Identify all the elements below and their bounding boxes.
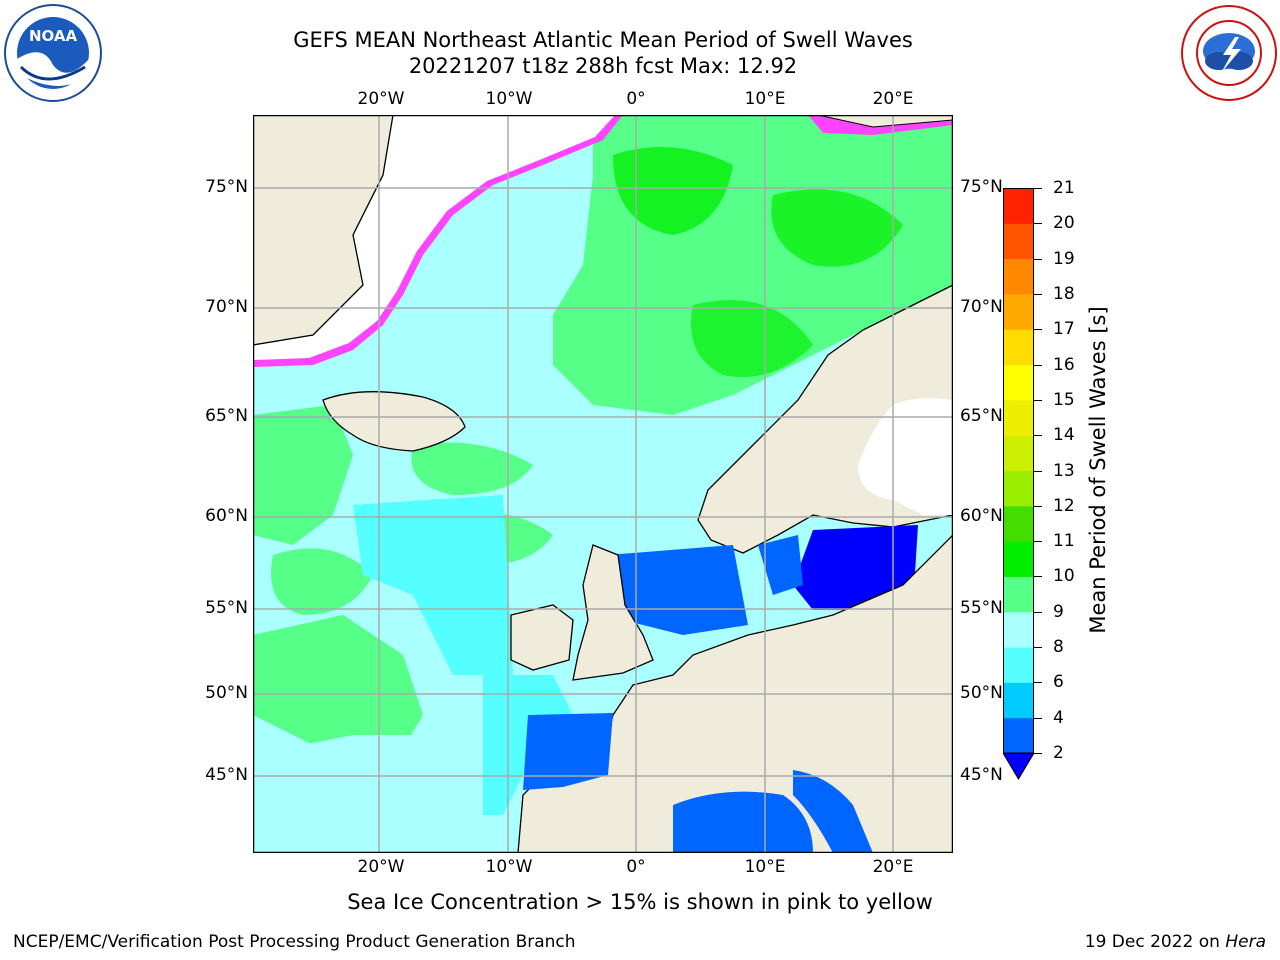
colorbar-tick-label: 18 (1053, 283, 1075, 304)
colorbar-segment (1003, 188, 1034, 224)
colorbar-tick-label: 11 (1053, 531, 1075, 552)
national-weather-service-logo (1179, 3, 1279, 107)
colorbar-segment (1003, 505, 1034, 542)
lat-label: 65°N (960, 406, 1003, 426)
colorbar-segment (1003, 611, 1034, 648)
lon-label: 10°W (485, 89, 533, 109)
colorbar-tick-label: 10 (1053, 566, 1075, 587)
colorbar-tick-label: 14 (1053, 425, 1075, 446)
swell-period-map (253, 115, 953, 853)
colorbar-tick-mark (1034, 293, 1042, 295)
lat-label: 70°N (960, 297, 1003, 317)
lon-label: 20°W (357, 89, 405, 109)
lat-label: 45°N (960, 765, 1003, 785)
colorbar-frame (1003, 188, 1034, 754)
colorbar-segment (1003, 470, 1034, 507)
lat-label: 55°N (960, 598, 1003, 618)
colorbar-tick-mark (1034, 470, 1042, 472)
lat-label: 45°N (205, 765, 248, 785)
lon-label: 10°W (485, 857, 533, 877)
colorbar-segment (1003, 541, 1034, 577)
colorbar-tick-mark (1034, 753, 1042, 754)
noaa-logo: NOAA (3, 3, 103, 107)
colorbar-tick-label: 20 (1053, 213, 1075, 234)
lat-label: 50°N (205, 683, 248, 703)
lat-label: 65°N (205, 406, 248, 426)
colorbar-segment (1003, 293, 1034, 330)
colorbar-tick-mark (1034, 435, 1042, 437)
colorbar-segment (1003, 647, 1034, 683)
colorbar-tick-label: 6 (1053, 672, 1064, 693)
lat-label: 75°N (205, 177, 248, 197)
colorbar-tick-mark (1034, 611, 1042, 613)
lon-label: 20°E (872, 89, 914, 109)
colorbar-tick-mark (1034, 329, 1042, 331)
colorbar-tick-mark (1034, 682, 1042, 684)
host-name: Hera (1225, 932, 1266, 952)
colorbar-tick-label: 13 (1053, 460, 1075, 481)
colorbar-tick-mark (1034, 399, 1042, 401)
sea-ice-note: Sea Ice Concentration > 15% is shown in … (347, 890, 933, 914)
lat-label: 75°N (960, 177, 1003, 197)
colorbar-tick-label: 19 (1053, 248, 1075, 269)
lat-label: 50°N (960, 683, 1003, 703)
colorbar-segment (1003, 329, 1034, 366)
colorbar-tick-mark (1034, 717, 1042, 719)
colorbar-segment (1003, 682, 1034, 719)
colorbar-tick-label: 4 (1053, 707, 1064, 728)
colorbar-segment (1003, 717, 1034, 754)
lat-label: 60°N (960, 506, 1003, 526)
lon-label: 10°E (744, 857, 786, 877)
producer-credit: NCEP/EMC/Verification Post Processing Pr… (13, 932, 576, 952)
lon-label: 0° (626, 89, 646, 109)
colorbar-tick-mark (1034, 647, 1042, 649)
colorbar-tick-label: 16 (1053, 354, 1075, 375)
colorbar-tick-label: 2 (1053, 743, 1064, 763)
map-title: GEFS MEAN Northeast Atlantic Mean Period… (293, 28, 913, 52)
colorbar-tick-label: 15 (1053, 389, 1075, 410)
svg-text:NOAA: NOAA (29, 27, 78, 45)
colorbar-tick-mark (1034, 223, 1042, 225)
colorbar-segment (1003, 435, 1034, 471)
colorbar-segment (1003, 364, 1034, 401)
colorbar-segment (1003, 258, 1034, 295)
lat-label: 55°N (205, 598, 248, 618)
colorbar-segment (1003, 223, 1034, 260)
colorbar-tick-label: 8 (1053, 637, 1064, 658)
colorbar-tick-mark (1034, 364, 1042, 366)
lat-label: 60°N (205, 506, 248, 526)
colorbar-tick-mark (1034, 258, 1042, 260)
colorbar-tick-mark (1034, 541, 1042, 543)
colorbar-tick-label: 12 (1053, 495, 1075, 516)
colorbar-extend-arrow (1002, 752, 1035, 780)
lon-label: 20°E (872, 857, 914, 877)
colorbar (1002, 188, 1035, 780)
generation-date: 19 Dec 2022 on Hera (1085, 932, 1266, 952)
colorbar-tick-label: 17 (1053, 319, 1075, 340)
colorbar-tick-mark (1034, 505, 1042, 507)
lon-label: 20°W (357, 857, 405, 877)
map-subtitle: 20221207 t18z 288h fcst Max: 12.92 (408, 54, 798, 78)
colorbar-tick-mark (1034, 188, 1042, 189)
colorbar-tick-label: 21 (1053, 178, 1075, 198)
colorbar-segment (1003, 399, 1034, 436)
lat-label: 70°N (205, 297, 248, 317)
colorbar-label: Mean Period of Swell Waves [s] (1086, 306, 1110, 634)
colorbar-segment (1003, 576, 1034, 613)
generation-date-text: 19 Dec 2022 on (1084, 932, 1220, 952)
lon-label: 10°E (744, 89, 786, 109)
colorbar-tick-label: 9 (1053, 601, 1064, 622)
colorbar-tick-mark (1034, 576, 1042, 578)
lon-label: 0° (626, 857, 646, 877)
